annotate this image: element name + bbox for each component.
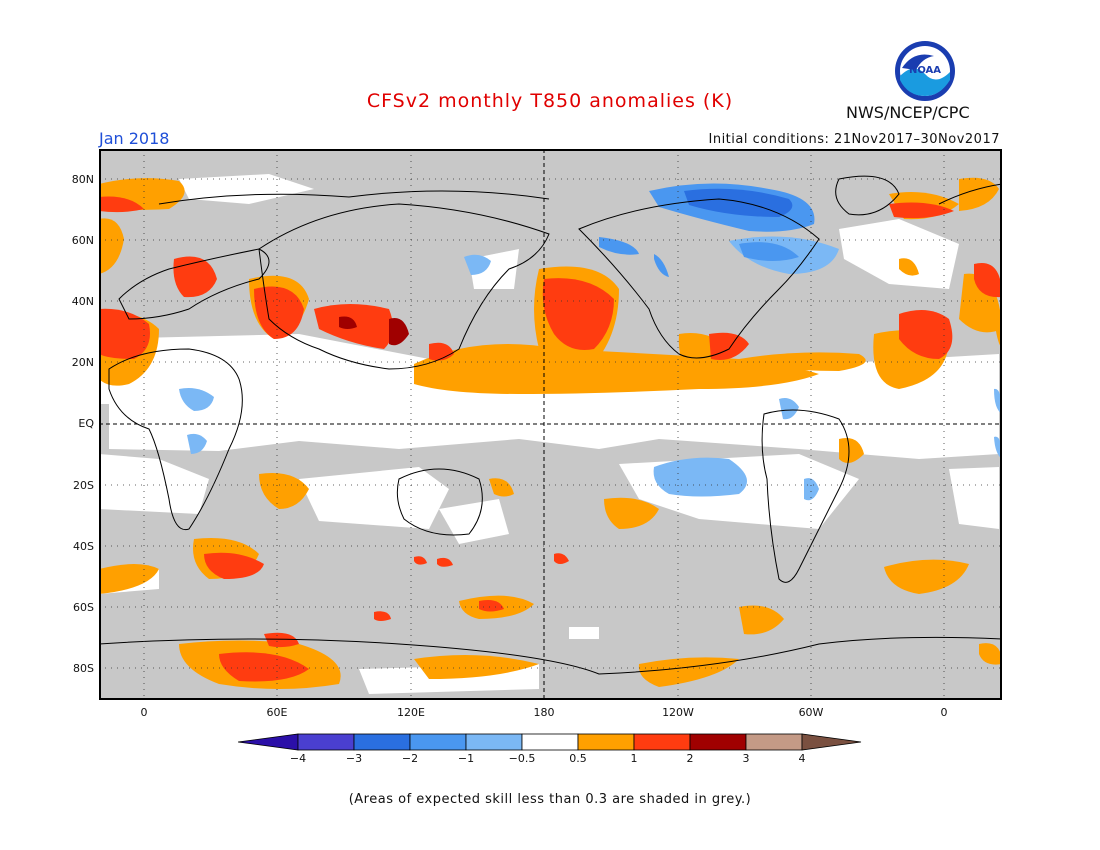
warm-anomaly-strong bbox=[339, 316, 409, 346]
lon-label-60e: 60E bbox=[266, 706, 288, 719]
colorbar-label-m3: −3 bbox=[345, 752, 363, 765]
coastlines bbox=[99, 175, 1002, 675]
lat-label-40s: 40S bbox=[73, 540, 94, 553]
agency-label: NWS/NCEP/CPC bbox=[846, 103, 970, 122]
colorbar-segment-m3-m2 bbox=[353, 733, 411, 751]
lon-label-120w: 120W bbox=[662, 706, 694, 719]
lat-label-60n: 60N bbox=[71, 234, 94, 247]
colorbar-label-m4: −4 bbox=[289, 752, 307, 765]
lat-label-60s: 60S bbox=[73, 601, 94, 614]
colorbar-label-2: 2 bbox=[686, 752, 694, 765]
colorbar-segment-1-2 bbox=[633, 733, 691, 751]
lat-label-80s: 80S bbox=[73, 662, 94, 675]
lat-label-40n: 40N bbox=[71, 295, 94, 308]
colorbar-segment-05-1 bbox=[577, 733, 635, 751]
colorbar-segment-m4-m3 bbox=[297, 733, 355, 751]
colorbar-label-m1: −1 bbox=[457, 752, 475, 765]
lon-label-180: 180 bbox=[533, 706, 555, 719]
colorbar-segment-3-4 bbox=[745, 733, 803, 751]
colorbar-segment-below-m4 bbox=[238, 733, 299, 751]
warm-anomaly-weak bbox=[99, 177, 1002, 689]
colorbar-label-m2: −2 bbox=[401, 752, 419, 765]
lat-label-eq: EQ bbox=[78, 417, 94, 430]
colorbar-label-1: 1 bbox=[630, 752, 638, 765]
colorbar-label-3: 3 bbox=[742, 752, 750, 765]
lon-label-120e: 120E bbox=[397, 706, 425, 719]
cool-anomaly-strong bbox=[684, 188, 793, 217]
colorbar-label-05: 0.5 bbox=[569, 752, 587, 765]
colorbar bbox=[238, 733, 862, 751]
colorbar-segment-m1-m05 bbox=[465, 733, 523, 751]
skill-footnote: (Areas of expected skill less than 0.3 a… bbox=[348, 792, 752, 807]
colorbar-label-4: 4 bbox=[798, 752, 806, 765]
lon-label-60w: 60W bbox=[798, 706, 824, 719]
colorbar-segment-2-3 bbox=[689, 733, 747, 751]
graticule bbox=[99, 149, 1002, 700]
lon-label-0-east: 0 bbox=[940, 706, 948, 719]
forecast-month: Jan 2018 bbox=[99, 129, 170, 148]
lat-label-20s: 20S bbox=[73, 479, 94, 492]
map-title: CFSv2 monthly T850 anomalies (K) bbox=[366, 90, 734, 112]
map-frame bbox=[99, 149, 1002, 700]
noaa-logo: NOAA bbox=[895, 41, 955, 101]
lat-label-80n: 80N bbox=[71, 173, 94, 186]
warm-anomaly-moderate bbox=[99, 196, 1002, 682]
colorbar-segment-m05-05 bbox=[521, 733, 579, 751]
lat-label-20n: 20N bbox=[71, 356, 94, 369]
initial-conditions: Initial conditions: 21Nov2017–30Nov2017 bbox=[708, 132, 1000, 147]
colorbar-label-m05: −0.5 bbox=[508, 752, 536, 765]
colorbar-segment-m2-m1 bbox=[409, 733, 467, 751]
equator-and-dateline bbox=[99, 149, 1002, 700]
lon-label-0-west: 0 bbox=[140, 706, 148, 719]
anomaly-map bbox=[99, 149, 1002, 700]
noaa-logo-text: NOAA bbox=[909, 65, 941, 76]
colorbar-segment-above-4 bbox=[801, 733, 862, 751]
